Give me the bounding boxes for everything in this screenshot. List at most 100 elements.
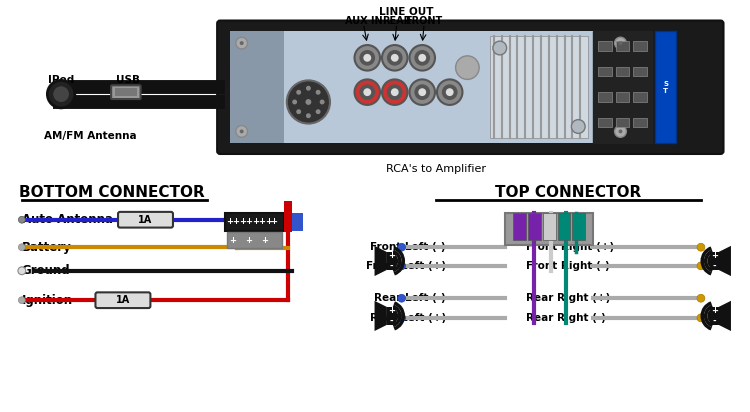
Text: S
T: S T xyxy=(663,81,668,94)
Circle shape xyxy=(363,88,371,96)
Circle shape xyxy=(619,41,622,45)
Circle shape xyxy=(286,80,330,124)
Circle shape xyxy=(316,109,320,114)
Circle shape xyxy=(437,80,463,105)
Polygon shape xyxy=(374,246,387,276)
Text: Battery: Battery xyxy=(22,241,71,254)
Circle shape xyxy=(320,100,325,104)
FancyBboxPatch shape xyxy=(111,85,140,99)
Circle shape xyxy=(446,88,454,96)
Text: +: + xyxy=(252,217,259,226)
Circle shape xyxy=(419,54,426,62)
Circle shape xyxy=(697,294,705,302)
Bar xyxy=(633,41,647,51)
Circle shape xyxy=(493,41,507,55)
Text: -: - xyxy=(712,262,716,271)
Circle shape xyxy=(415,50,430,66)
Bar xyxy=(225,213,284,231)
Bar xyxy=(558,213,571,240)
Circle shape xyxy=(296,90,302,95)
Text: +: + xyxy=(232,217,239,226)
Circle shape xyxy=(47,80,75,108)
Text: AUX IN: AUX IN xyxy=(344,16,382,26)
Circle shape xyxy=(419,88,426,96)
Bar xyxy=(572,213,585,240)
Text: +: + xyxy=(271,217,278,226)
Circle shape xyxy=(53,86,69,102)
Circle shape xyxy=(382,80,407,105)
Circle shape xyxy=(619,129,622,133)
Circle shape xyxy=(359,84,375,100)
Circle shape xyxy=(614,37,626,49)
Circle shape xyxy=(305,99,311,105)
Text: +: + xyxy=(239,217,246,226)
Bar xyxy=(633,118,647,127)
Circle shape xyxy=(697,314,705,322)
Text: Ground: Ground xyxy=(22,264,70,277)
Text: Rear Right (+): Rear Right (+) xyxy=(526,293,610,303)
Bar xyxy=(115,88,136,96)
Bar xyxy=(598,67,612,77)
Circle shape xyxy=(355,80,380,105)
Text: +: + xyxy=(245,236,252,245)
Circle shape xyxy=(398,314,406,322)
Text: BOTTOM CONNECTOR: BOTTOM CONNECTOR xyxy=(20,185,205,200)
Circle shape xyxy=(359,50,375,66)
FancyBboxPatch shape xyxy=(217,21,724,154)
Text: Rear Right (-): Rear Right (-) xyxy=(526,313,606,323)
Text: IPod: IPod xyxy=(48,75,74,85)
Polygon shape xyxy=(718,301,731,331)
Bar xyxy=(514,213,526,240)
Bar xyxy=(528,213,541,240)
FancyBboxPatch shape xyxy=(95,293,151,308)
Text: Rear Left (+): Rear Left (+) xyxy=(370,313,446,323)
Text: +: + xyxy=(226,217,233,226)
Bar xyxy=(490,36,588,138)
Text: 1A: 1A xyxy=(116,295,130,305)
Text: +: + xyxy=(265,217,272,226)
Bar xyxy=(230,31,284,143)
Text: REAR: REAR xyxy=(382,16,411,26)
Text: 1A: 1A xyxy=(138,215,152,225)
Circle shape xyxy=(382,45,407,70)
Circle shape xyxy=(363,54,371,62)
Text: RCA's to Amplifier: RCA's to Amplifier xyxy=(386,164,486,174)
Text: USB: USB xyxy=(116,75,140,85)
Circle shape xyxy=(410,80,435,105)
Circle shape xyxy=(387,50,403,66)
Text: Rear Left (-): Rear Left (-) xyxy=(374,293,446,303)
Circle shape xyxy=(415,84,430,100)
Bar xyxy=(655,31,676,143)
Circle shape xyxy=(18,267,26,275)
Text: +: + xyxy=(711,251,718,260)
Circle shape xyxy=(236,37,248,49)
Circle shape xyxy=(19,216,26,223)
Bar xyxy=(710,307,718,325)
Circle shape xyxy=(306,86,310,91)
Bar xyxy=(292,213,304,231)
Bar xyxy=(387,307,396,325)
Text: FRONT: FRONT xyxy=(406,16,442,26)
Bar xyxy=(598,118,612,127)
Bar xyxy=(616,67,629,77)
Text: +: + xyxy=(245,217,252,226)
Circle shape xyxy=(442,84,458,100)
Text: Front Right (-): Front Right (-) xyxy=(526,261,610,271)
Bar xyxy=(598,41,612,51)
Bar xyxy=(633,67,647,77)
Bar xyxy=(284,201,292,232)
Bar xyxy=(505,213,593,245)
Bar xyxy=(616,118,629,127)
Text: -: - xyxy=(389,317,393,326)
Bar xyxy=(543,213,556,240)
Text: Auto Antenna: Auto Antenna xyxy=(22,213,112,226)
Circle shape xyxy=(316,90,320,95)
Text: AM/FM Antenna: AM/FM Antenna xyxy=(44,131,136,141)
Bar xyxy=(616,41,629,51)
Text: -: - xyxy=(712,317,716,326)
Circle shape xyxy=(398,294,406,302)
Circle shape xyxy=(391,54,399,62)
Circle shape xyxy=(240,129,244,133)
FancyBboxPatch shape xyxy=(118,212,173,227)
Bar xyxy=(616,92,629,102)
